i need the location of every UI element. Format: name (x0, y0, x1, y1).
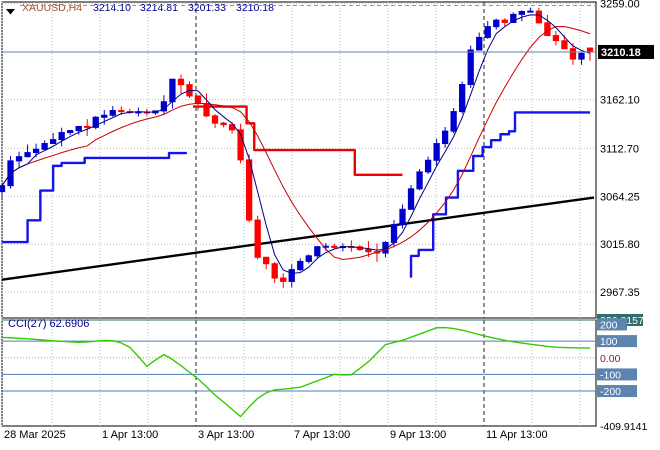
svg-text:3112.70: 3112.70 (600, 143, 639, 155)
svg-text:11 Apr 13:00: 11 Apr 13:00 (486, 429, 548, 441)
svg-text:3064.25: 3064.25 (600, 191, 640, 203)
svg-text:3214.10: 3214.10 (93, 2, 131, 14)
svg-text:XAUUSD,H4: XAUUSD,H4 (22, 2, 82, 14)
svg-text:3 Apr 13:00: 3 Apr 13:00 (198, 429, 254, 441)
svg-text:7 Apr 13:00: 7 Apr 13:00 (294, 429, 350, 441)
svg-text:200: 200 (600, 319, 618, 331)
svg-text:3015.80: 3015.80 (600, 239, 640, 251)
svg-text:3210.18: 3210.18 (601, 47, 641, 59)
svg-text:1 Apr 13:00: 1 Apr 13:00 (102, 429, 158, 441)
svg-text:3201.33: 3201.33 (188, 2, 226, 14)
svg-text:2967.35: 2967.35 (600, 287, 640, 299)
svg-text:100: 100 (600, 336, 618, 348)
svg-text:3162.10: 3162.10 (600, 95, 640, 107)
svg-text:CCI(27) 62.6906: CCI(27) 62.6906 (8, 318, 89, 330)
svg-text:-200: -200 (600, 386, 621, 398)
svg-text:-100: -100 (600, 369, 621, 381)
svg-text:9 Apr 13:00: 9 Apr 13:00 (390, 429, 446, 441)
svg-text:3210.18: 3210.18 (236, 2, 274, 14)
svg-text:-409.9141: -409.9141 (600, 421, 647, 433)
svg-text:0.00: 0.00 (600, 353, 621, 365)
svg-text:28 Mar 2025: 28 Mar 2025 (4, 429, 66, 441)
svg-text:3214.81: 3214.81 (140, 2, 178, 14)
svg-text:3259.00: 3259.00 (600, 0, 640, 11)
